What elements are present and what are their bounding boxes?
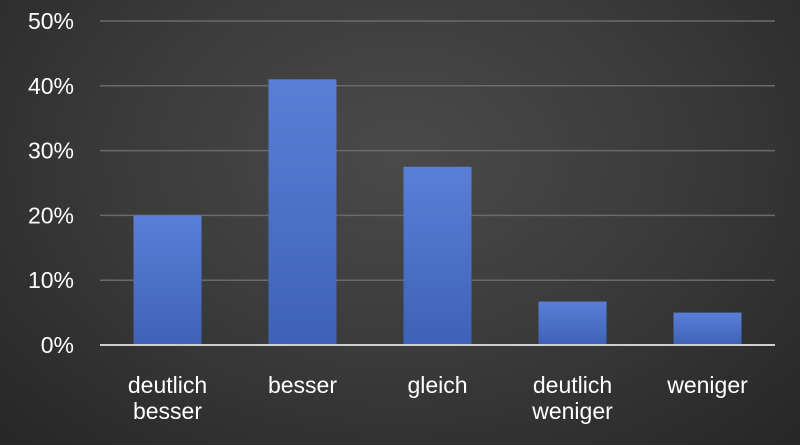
- x-category-label: besser: [268, 372, 337, 398]
- y-tick-label: 10%: [28, 267, 74, 293]
- bars: [133, 79, 742, 345]
- y-tick-label: 0%: [41, 332, 74, 358]
- bar: [538, 301, 607, 345]
- y-tick-label: 30%: [28, 138, 74, 164]
- y-axis-tick-labels: 0% 10% 20% 30% 40% 50%: [28, 8, 74, 358]
- x-category-label: deutlich weniger: [531, 372, 613, 424]
- gridlines: [100, 20, 775, 281]
- x-category-label: weniger: [666, 372, 748, 398]
- y-tick-label: 20%: [28, 202, 74, 228]
- x-category-label: gleich: [407, 372, 467, 398]
- x-axis-category-labels: deutlich besser besser gleich deutlich wenige…: [128, 372, 748, 424]
- y-tick-label: 50%: [28, 8, 74, 34]
- bar: [268, 79, 337, 345]
- bar: [403, 166, 472, 345]
- bar: [673, 312, 742, 345]
- bar: [133, 215, 202, 345]
- y-tick-label: 40%: [28, 73, 74, 99]
- x-category-label: deutlich besser: [128, 372, 207, 424]
